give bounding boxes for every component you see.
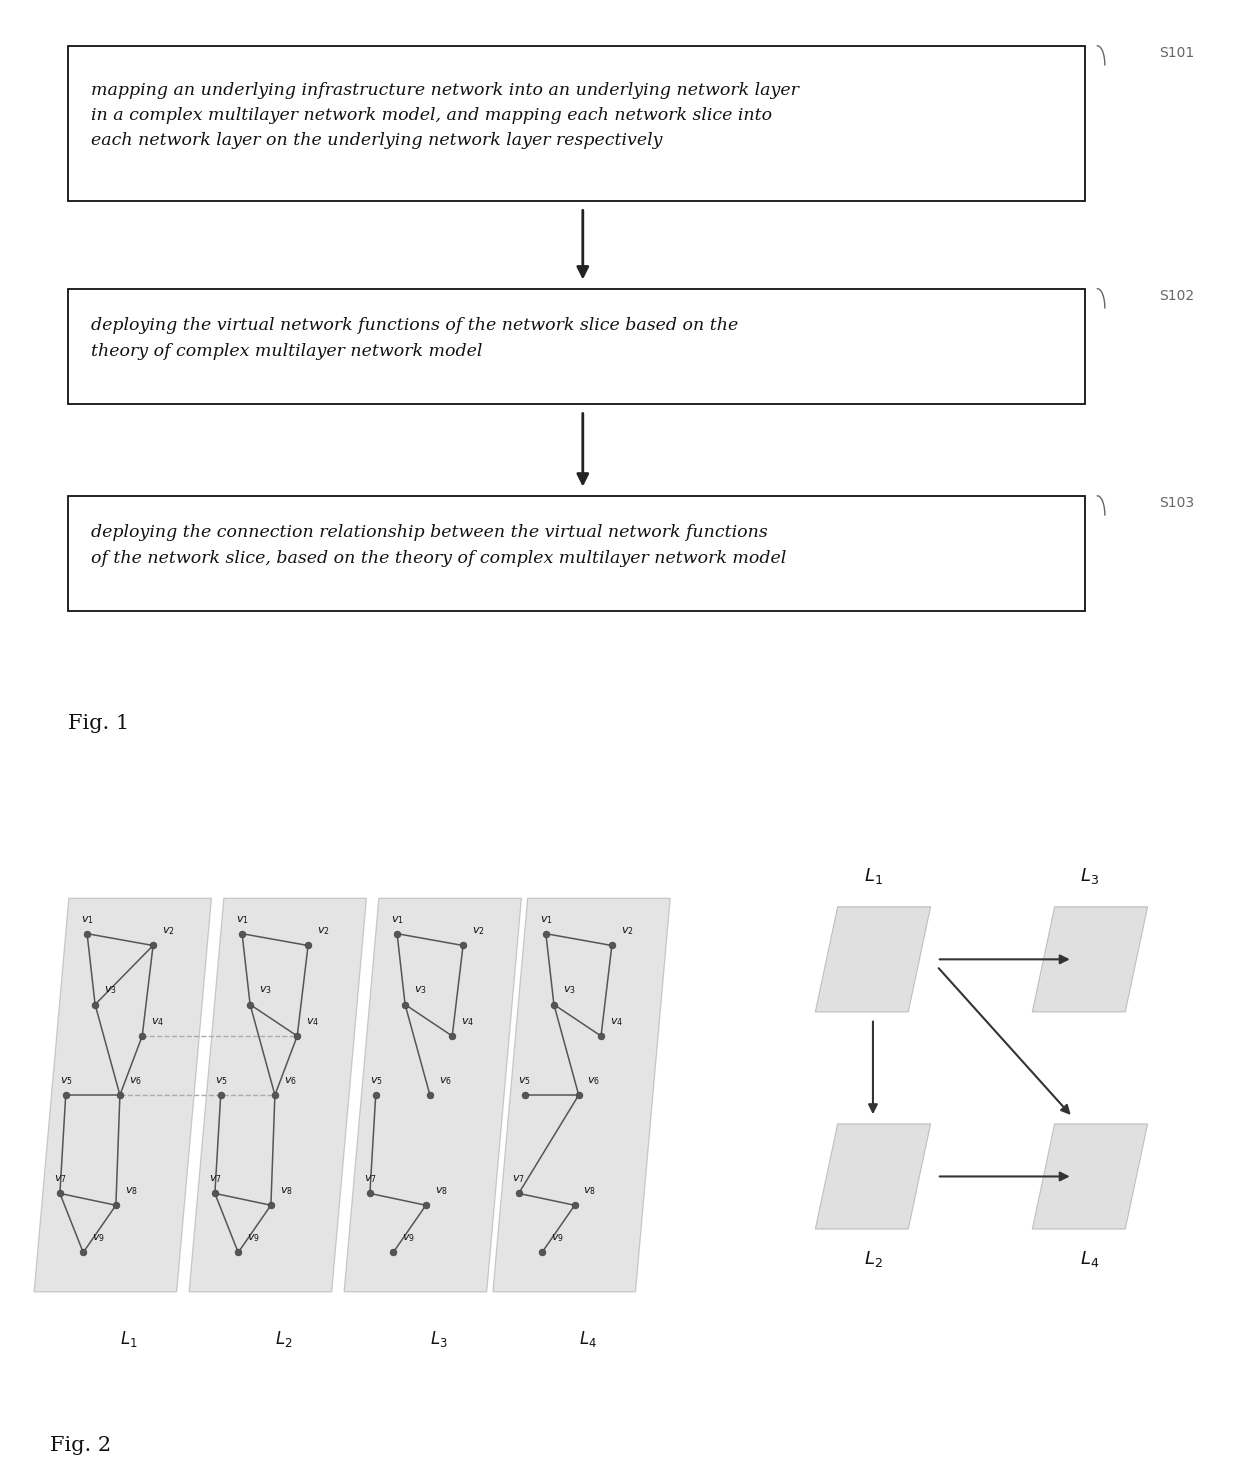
FancyBboxPatch shape bbox=[68, 289, 1085, 404]
FancyBboxPatch shape bbox=[68, 46, 1085, 201]
Text: S103: S103 bbox=[1159, 496, 1194, 510]
Polygon shape bbox=[188, 898, 367, 1292]
Text: $v_9$: $v_9$ bbox=[247, 1233, 260, 1245]
Text: $v_2$: $v_2$ bbox=[620, 925, 634, 937]
Text: $v_6$: $v_6$ bbox=[588, 1075, 600, 1087]
Text: $L_2$: $L_2$ bbox=[275, 1329, 293, 1350]
Text: $v_9$: $v_9$ bbox=[92, 1233, 105, 1245]
Text: $v_8$: $v_8$ bbox=[124, 1186, 138, 1198]
Polygon shape bbox=[35, 898, 211, 1292]
Text: $v_8$: $v_8$ bbox=[279, 1186, 293, 1198]
Text: $v_8$: $v_8$ bbox=[583, 1186, 596, 1198]
FancyBboxPatch shape bbox=[68, 496, 1085, 611]
Polygon shape bbox=[1032, 1124, 1147, 1229]
Text: $v_9$: $v_9$ bbox=[402, 1233, 415, 1245]
Polygon shape bbox=[816, 1124, 930, 1229]
Text: $L_1$: $L_1$ bbox=[863, 866, 883, 886]
Text: deploying the virtual network functions of the network slice based on the
theory: deploying the virtual network functions … bbox=[91, 317, 738, 360]
Text: S101: S101 bbox=[1159, 46, 1194, 60]
Text: $v_2$: $v_2$ bbox=[161, 925, 175, 937]
Text: $v_5$: $v_5$ bbox=[215, 1075, 227, 1087]
Text: $L_3$: $L_3$ bbox=[430, 1329, 448, 1350]
Text: $v_4$: $v_4$ bbox=[461, 1016, 474, 1028]
Text: $L_3$: $L_3$ bbox=[1080, 866, 1100, 886]
Text: $v_8$: $v_8$ bbox=[434, 1186, 448, 1198]
Text: $v_4$: $v_4$ bbox=[610, 1016, 622, 1028]
Text: $v_6$: $v_6$ bbox=[439, 1075, 451, 1087]
Text: $v_3$: $v_3$ bbox=[414, 985, 427, 997]
Text: $v_1$: $v_1$ bbox=[391, 913, 404, 925]
Text: $L_4$: $L_4$ bbox=[1080, 1249, 1100, 1270]
Text: $v_4$: $v_4$ bbox=[151, 1016, 164, 1028]
Text: S102: S102 bbox=[1159, 289, 1194, 302]
Text: $v_3$: $v_3$ bbox=[259, 985, 272, 997]
Polygon shape bbox=[345, 898, 522, 1292]
Text: deploying the connection relationship between the virtual network functions
of t: deploying the connection relationship be… bbox=[91, 525, 786, 566]
Text: $L_1$: $L_1$ bbox=[120, 1329, 138, 1350]
Polygon shape bbox=[494, 898, 671, 1292]
Text: $v_2$: $v_2$ bbox=[471, 925, 485, 937]
Text: $L_2$: $L_2$ bbox=[863, 1249, 883, 1270]
Polygon shape bbox=[1032, 907, 1147, 1012]
Text: $v_3$: $v_3$ bbox=[563, 985, 575, 997]
Text: $v_4$: $v_4$ bbox=[306, 1016, 319, 1028]
Text: Fig. 1: Fig. 1 bbox=[68, 714, 129, 733]
Text: $v_2$: $v_2$ bbox=[316, 925, 330, 937]
Text: mapping an underlying infrastructure network into an underlying network layer
in: mapping an underlying infrastructure net… bbox=[91, 81, 799, 149]
Text: $v_3$: $v_3$ bbox=[104, 985, 117, 997]
Text: $v_1$: $v_1$ bbox=[539, 913, 553, 925]
Text: $v_6$: $v_6$ bbox=[129, 1075, 141, 1087]
Polygon shape bbox=[816, 907, 930, 1012]
Text: $v_5$: $v_5$ bbox=[60, 1075, 72, 1087]
Text: $v_7$: $v_7$ bbox=[363, 1174, 377, 1186]
Text: $v_5$: $v_5$ bbox=[370, 1075, 382, 1087]
Text: $v_6$: $v_6$ bbox=[284, 1075, 296, 1087]
Text: $v_7$: $v_7$ bbox=[53, 1174, 67, 1186]
Text: $v_1$: $v_1$ bbox=[81, 913, 94, 925]
Text: $v_7$: $v_7$ bbox=[512, 1174, 526, 1186]
Text: $v_5$: $v_5$ bbox=[518, 1075, 531, 1087]
Text: $L_4$: $L_4$ bbox=[579, 1329, 596, 1350]
Text: $v_7$: $v_7$ bbox=[208, 1174, 222, 1186]
Text: $v_9$: $v_9$ bbox=[551, 1233, 564, 1245]
Text: $v_1$: $v_1$ bbox=[236, 913, 249, 925]
Text: Fig. 2: Fig. 2 bbox=[50, 1435, 110, 1454]
